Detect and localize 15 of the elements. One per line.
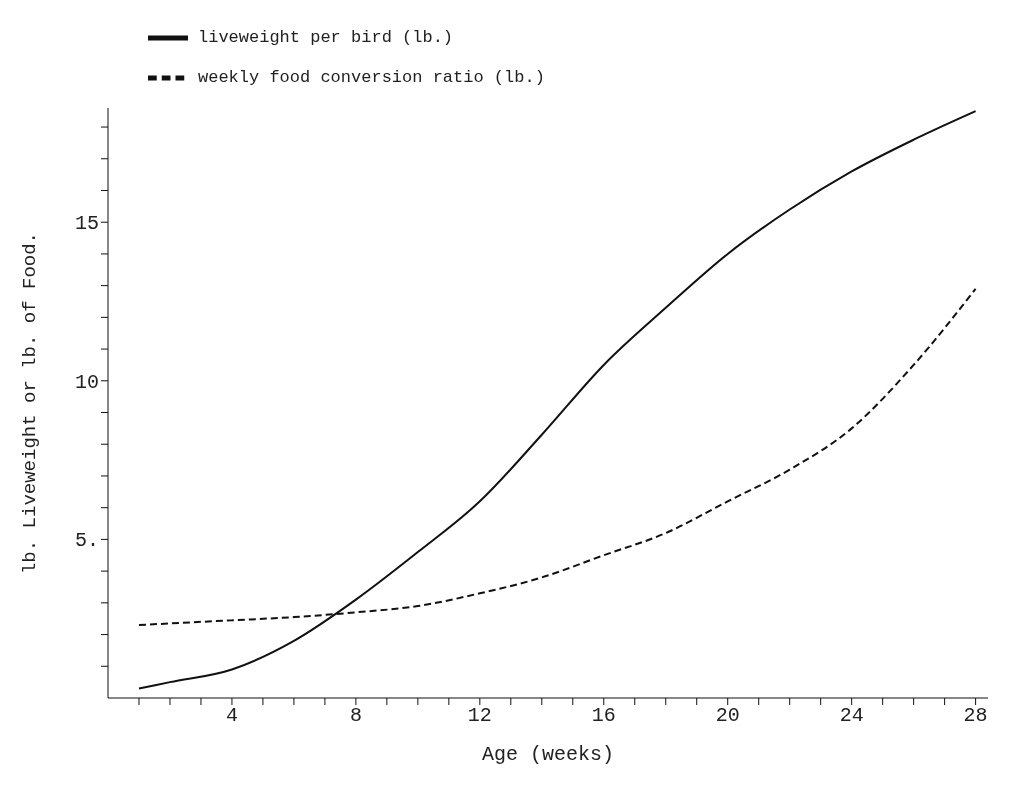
y-tick-label: 10 bbox=[74, 370, 99, 394]
y-tick-label: 15 bbox=[74, 212, 99, 236]
x-axis-title: Age (weeks) bbox=[481, 743, 615, 766]
x-tick-label: 16 bbox=[591, 704, 616, 728]
x-tick-label: 12 bbox=[467, 704, 492, 728]
y-axis-title: lb. Liveweight or lb. of Food. bbox=[18, 231, 41, 575]
line-series bbox=[137, 110, 977, 690]
y-tick-label: 5. bbox=[74, 529, 99, 553]
x-tick-label: 8 bbox=[349, 704, 362, 728]
x-tick-label: 28 bbox=[963, 704, 988, 728]
x-tick-label: 4 bbox=[225, 704, 238, 728]
legend-label: weekly food conversion ratio (lb.) bbox=[198, 68, 545, 88]
x-tick-label: 24 bbox=[839, 704, 864, 728]
legend-label: liveweight per bird (lb.) bbox=[198, 28, 454, 48]
x-tick-label: 20 bbox=[715, 704, 740, 728]
